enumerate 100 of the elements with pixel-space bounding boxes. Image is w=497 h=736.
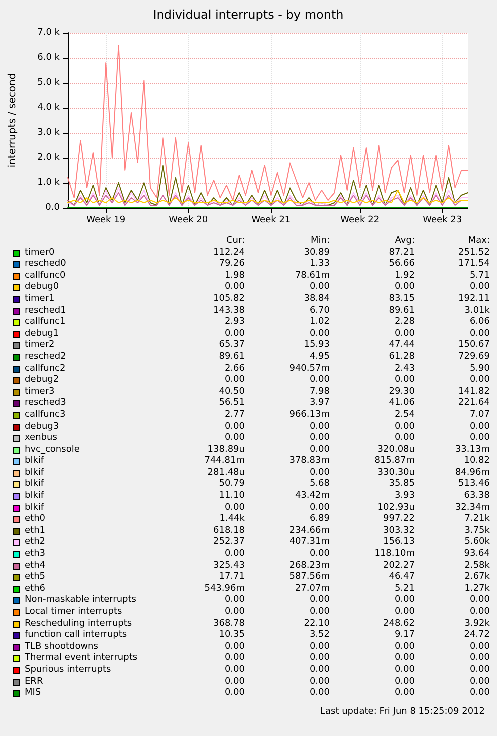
text: 10.82 (464, 456, 490, 466)
text: 84.96m (455, 468, 490, 478)
text: 0.00 (394, 688, 415, 700)
legend-label: timer1 (25, 294, 55, 306)
text: 0.00 (394, 664, 415, 677)
legend-label: debug0 (25, 282, 60, 294)
x-tick-label: Week 22 (340, 216, 380, 226)
text: 6.70 (308, 306, 330, 317)
text: 105.82 (212, 294, 245, 306)
legend-label: Non-maskable interrupts (25, 595, 136, 607)
text: 79.26 (218, 259, 245, 271)
text: 24.72 (464, 630, 490, 640)
chart-title: Individual interrupts - by month (153, 8, 344, 22)
text: 56.66 (388, 259, 415, 271)
text: 3.97 (308, 398, 330, 410)
text: 0.00 (308, 502, 330, 514)
text: 0.00 (394, 642, 415, 653)
text: 29.30 (388, 386, 415, 398)
text: Max: (468, 236, 490, 246)
text: 2.54 (394, 410, 415, 422)
text: 0.00 (394, 422, 415, 433)
text: 41.06 (388, 398, 415, 410)
text: 543.96m (204, 584, 245, 595)
text: 7.21k (464, 514, 490, 524)
legend-label: debug1 (25, 328, 60, 340)
text: Cur: (225, 236, 245, 248)
text: 234.66m (288, 526, 330, 537)
text: 587.56m (288, 572, 330, 584)
text: 0.00 (224, 422, 245, 433)
text: 729.69 (458, 352, 490, 362)
text: 0.00 (308, 444, 330, 456)
legend-label: timer2 (25, 340, 55, 352)
text: 0.00 (224, 676, 245, 688)
x-tick-label: Week 23 (423, 216, 462, 226)
text: 150.67 (458, 340, 490, 350)
text: 38.84 (303, 294, 330, 306)
text: 56.51 (218, 398, 245, 410)
text: 2.28 (394, 317, 415, 329)
legend-label: Spurious interrupts (25, 664, 112, 677)
y-axis-title: interrupts / second (8, 73, 18, 168)
text: 102.93u (376, 502, 415, 514)
text: 11.10 (218, 491, 245, 503)
legend-label: resched3 (25, 398, 66, 410)
text: 5.68 (308, 479, 330, 491)
text: 0.00 (308, 676, 330, 688)
text: 3.92k (464, 618, 490, 629)
text: 940.57m (288, 364, 330, 375)
text: 0.00 (308, 375, 330, 387)
legend-label: callfunc1 (25, 317, 66, 329)
line-series (68, 45, 468, 201)
text: 3.75k (464, 526, 490, 536)
text: 0.00 (394, 433, 415, 445)
text: 0.00 (470, 653, 490, 664)
text: 5.21 (394, 584, 415, 595)
text: 4.95 (308, 352, 330, 364)
text: 3.52 (308, 630, 330, 642)
text: 0.00 (308, 642, 330, 653)
text: 0.00 (470, 607, 490, 617)
text: 5.90 (470, 364, 490, 374)
legend-label: resched0 (25, 259, 66, 271)
text: 192.11 (458, 294, 490, 304)
text: 22.10 (303, 618, 330, 630)
y-tick-label: 1.0 k (38, 178, 61, 188)
text: 966.13m (288, 410, 330, 422)
text: 0.00 (224, 282, 245, 294)
legend-label: Thermal event interrupts (25, 653, 138, 665)
legend-label: callfunc2 (25, 364, 66, 375)
text: 143.38 (212, 306, 245, 317)
text: 1.33 (308, 259, 330, 271)
text: 0.00 (394, 328, 415, 340)
legend-label: debug2 (25, 375, 60, 387)
legend-label: callfunc3 (25, 410, 66, 422)
text: 1.02 (308, 317, 330, 329)
text: 1.44k (218, 514, 245, 526)
text: 618.18 (212, 526, 245, 537)
text: 0.00 (394, 595, 415, 607)
text: 744.81m (204, 456, 245, 468)
text: 0.00 (470, 688, 490, 698)
text: 15.93 (303, 340, 330, 352)
legend-label: eth2 (25, 537, 46, 549)
text: 0.00 (470, 433, 490, 444)
text: 0.00 (308, 688, 330, 700)
text: 0.00 (470, 642, 490, 652)
text: 0.00 (308, 422, 330, 433)
text: 1.27k (464, 584, 490, 594)
text: 320.08u (376, 444, 415, 456)
text: 0.00 (470, 328, 490, 339)
legend-label: hvc_console (25, 444, 80, 456)
text: 2.43 (394, 364, 415, 375)
legend-label: eth0 (25, 514, 46, 526)
legend-label: xenbus (25, 433, 58, 445)
text: 89.61 (388, 306, 415, 317)
legend-label: ERR (25, 676, 44, 688)
legend-label: eth5 (25, 572, 46, 584)
text: 2.93 (224, 317, 245, 329)
text: 252.37 (212, 537, 245, 549)
text: 0.00 (394, 676, 415, 688)
text: 0.00 (308, 328, 330, 340)
text: 378.83m (288, 456, 330, 468)
text: 0.00 (224, 433, 245, 445)
